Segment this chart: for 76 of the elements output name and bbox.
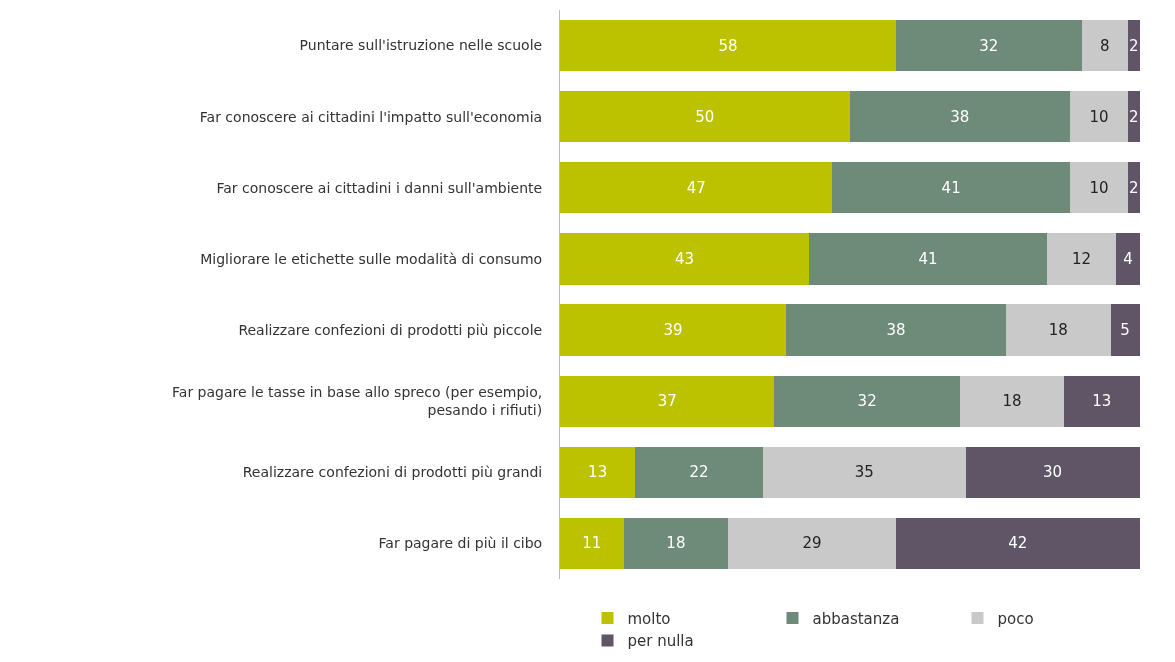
legend-label: per nulla <box>627 632 694 651</box>
data-label: 10 <box>1089 178 1109 197</box>
bar <box>1110 304 1140 356</box>
bar <box>1064 375 1140 427</box>
y-tick-label: Far pagare di più il cibo <box>378 535 543 552</box>
bar <box>849 91 1070 143</box>
data-label: 30 <box>1043 463 1063 482</box>
data-label: 39 <box>663 321 683 340</box>
data-label: 13 <box>1092 392 1112 411</box>
bar <box>560 91 850 143</box>
data-label: 50 <box>695 107 715 126</box>
bar <box>1127 19 1140 72</box>
data-label: 38 <box>950 107 970 126</box>
bar <box>728 517 897 570</box>
data-label: 5 <box>1120 321 1130 340</box>
legend-label: abbastanza <box>812 609 900 628</box>
bar <box>832 162 1070 214</box>
y-tick-label: Realizzare confezioni di prodotti più grandi <box>242 464 543 481</box>
legend-label: poco <box>997 609 1034 628</box>
y-tick-label: Far conoscere ai cittadini i danni sull'ambiente <box>216 179 543 196</box>
bar <box>560 233 810 285</box>
legend-label: molto <box>627 609 671 628</box>
data-label: 41 <box>918 249 938 268</box>
data-label: 18 <box>1048 321 1068 340</box>
y-tick-label: Far pagare le tasse in base allo spreco (per esempio, pesando i rifiuti) <box>172 383 543 419</box>
data-label: 42 <box>1008 534 1028 553</box>
y-tick-label: Realizzare confezioni di prodotti più piccole <box>238 321 543 338</box>
data-label: 11 <box>582 534 602 553</box>
bar <box>560 162 833 214</box>
data-label: 32 <box>857 392 877 411</box>
data-label: 2 <box>1128 36 1139 55</box>
data-label: 47 <box>686 178 706 197</box>
bar <box>774 375 960 427</box>
data-label: 18 <box>1002 392 1022 411</box>
data-label: 8 <box>1099 36 1110 55</box>
bar <box>1127 91 1140 143</box>
y-tick-label: Migliorare le etichette sulle modalità di consumo <box>200 250 543 267</box>
data-label: 2 <box>1128 107 1139 126</box>
y-tick-label: Puntare sull'istruzione nelle scuole <box>299 37 543 54</box>
data-label: 37 <box>657 392 677 411</box>
y-tick-label: Far conoscere ai cittadini l'impatto sull'economia <box>199 108 543 125</box>
bar <box>1069 91 1128 143</box>
bar <box>623 517 729 570</box>
data-label: 12 <box>1072 249 1092 268</box>
data-label: 43 <box>675 249 695 268</box>
bar <box>809 233 1047 285</box>
bar <box>1127 162 1140 214</box>
bar <box>1046 233 1117 285</box>
bar <box>560 19 897 72</box>
data-label: 41 <box>941 178 961 197</box>
bar <box>635 446 763 498</box>
bar <box>560 304 787 356</box>
data-label: 35 <box>854 463 874 482</box>
data-label: 58 <box>718 36 738 55</box>
bar <box>1006 304 1111 356</box>
bar <box>1116 233 1140 285</box>
data-label: 38 <box>886 321 906 340</box>
bar <box>959 375 1065 427</box>
data-label: 18 <box>666 534 686 553</box>
bar <box>965 446 1140 498</box>
data-label: 32 <box>979 36 999 55</box>
bar <box>896 19 1082 72</box>
bar <box>896 517 1140 570</box>
bar <box>560 446 636 498</box>
data-label: 13 <box>588 463 608 482</box>
data-label: 4 <box>1123 249 1133 268</box>
bar <box>1069 162 1128 214</box>
bar <box>786 304 1007 356</box>
data-label: 29 <box>802 534 822 553</box>
data-label: 22 <box>689 463 709 482</box>
bar <box>560 517 624 570</box>
bar <box>762 446 966 498</box>
data-label: 2 <box>1128 178 1139 197</box>
bar <box>560 375 775 427</box>
bar <box>1081 19 1128 72</box>
data-label: 10 <box>1089 107 1109 126</box>
